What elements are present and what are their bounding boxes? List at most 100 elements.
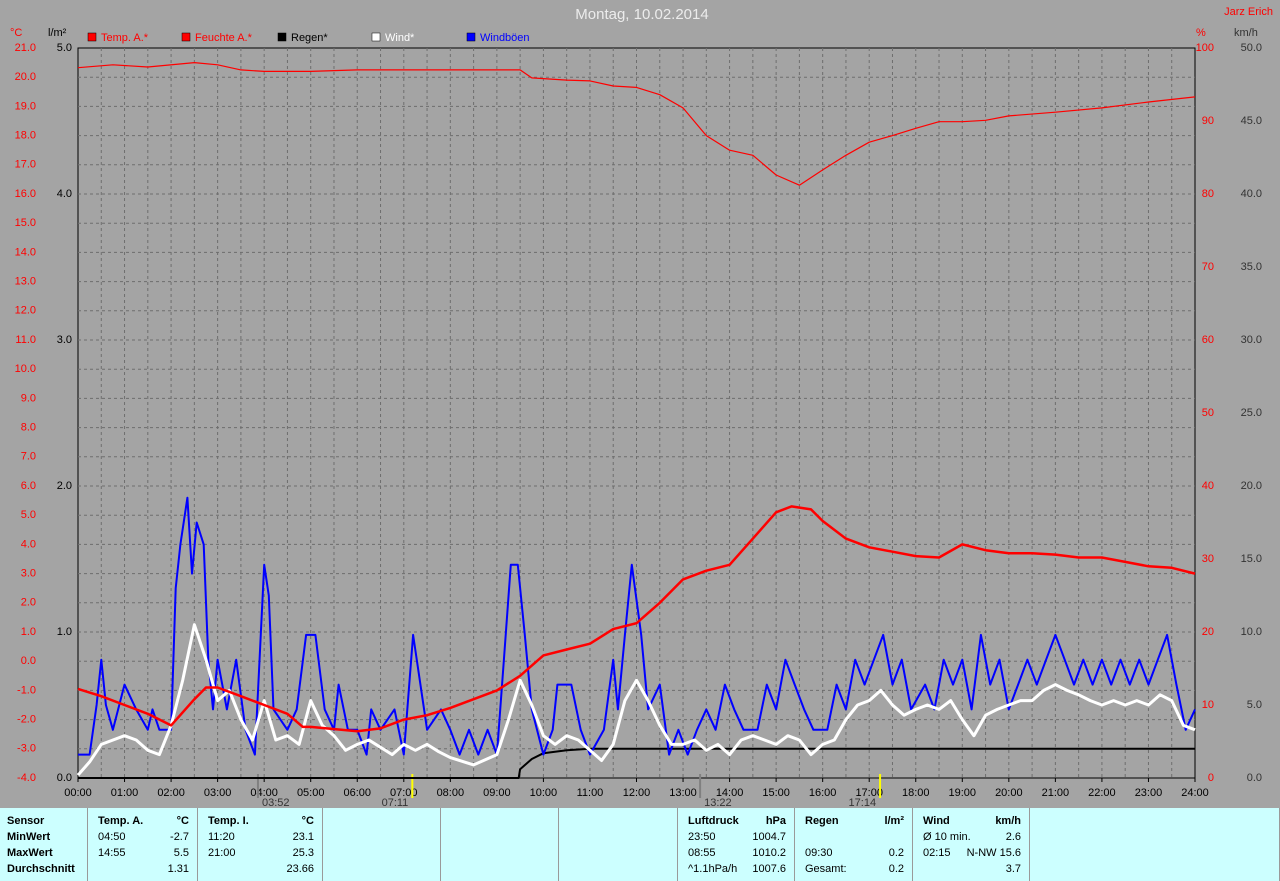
x-tick-label: 10:00 bbox=[530, 787, 558, 799]
yticks-label: 8.0 bbox=[21, 422, 36, 434]
table-cell: 04:50 bbox=[98, 831, 126, 843]
x-tick-label: 17:00 bbox=[855, 787, 883, 799]
x-tick-label: 16:00 bbox=[809, 787, 837, 799]
x-tick-label: 22:00 bbox=[1088, 787, 1116, 799]
table-cell: MaxWert bbox=[7, 847, 53, 859]
table-cell: Durchschnitt bbox=[7, 863, 75, 875]
yticks-label: 6.0 bbox=[21, 480, 36, 492]
x-tick-label: 01:00 bbox=[111, 787, 139, 799]
table-cell: 11:20 bbox=[208, 831, 235, 843]
yticks-label: 5.0 bbox=[21, 509, 36, 521]
y2ticks-label: 30 bbox=[1202, 553, 1214, 565]
table-cell: -2.7 bbox=[170, 831, 189, 843]
yticks-label: 16.0 bbox=[15, 188, 36, 200]
legend-swatch bbox=[181, 32, 191, 42]
stats-block: Wind km/h Ø 10 min. 2.6 02:15 N-NW 15.6 3.7 bbox=[913, 808, 1030, 881]
legend-label: Feuchte A.* bbox=[195, 32, 253, 44]
x-tick-label: 20:00 bbox=[995, 787, 1023, 799]
y2ticks-label: 20 bbox=[1202, 626, 1214, 638]
table-cell: 02:15 bbox=[923, 847, 951, 859]
yticks-label: 17.0 bbox=[15, 159, 36, 171]
table-header: Luftdruck bbox=[688, 815, 739, 827]
yticks-label: -4.0 bbox=[17, 772, 36, 784]
x-tick-label: 15:00 bbox=[762, 787, 790, 799]
table-cell: 1.31 bbox=[167, 863, 189, 875]
table-header: °C bbox=[301, 815, 314, 827]
y2ticks-label: 70 bbox=[1202, 261, 1214, 273]
x-tick-label: 13:00 bbox=[669, 787, 697, 799]
x-tick-label: 23:00 bbox=[1135, 787, 1163, 799]
table-cell: 0.2 bbox=[888, 863, 904, 875]
table-header: Sensor bbox=[7, 815, 45, 827]
y_wind_ticks-label: 25.0 bbox=[1241, 407, 1262, 419]
table-cell: 09:30 bbox=[805, 847, 833, 859]
y2ticks-label: 80 bbox=[1202, 188, 1214, 200]
yticks-label: -1.0 bbox=[17, 684, 36, 696]
table-header: Temp. I. bbox=[208, 815, 249, 827]
wind-unit: km/h bbox=[1234, 27, 1258, 39]
x-tick-label: 14:00 bbox=[716, 787, 744, 799]
yticks-label: 10.0 bbox=[15, 363, 36, 375]
yticks-label: 1.0 bbox=[21, 626, 36, 638]
y_rain_ticks-label: 0.0 bbox=[57, 772, 72, 784]
empty-block bbox=[1030, 808, 1280, 881]
table-cell: 0.2 bbox=[888, 847, 904, 859]
stats-block: Regen l/m² 09:30 0.2 Gesamt: 0.2 bbox=[795, 808, 913, 881]
y2ticks-label: 0 bbox=[1208, 772, 1214, 784]
x-tick-label: 03:00 bbox=[204, 787, 232, 799]
table-cell: Ø 10 min. bbox=[923, 831, 971, 843]
y-unit: °C bbox=[10, 27, 22, 39]
series-line bbox=[77, 505, 1196, 733]
table-cell: 23.66 bbox=[286, 863, 314, 875]
y_wind_ticks-label: 45.0 bbox=[1241, 115, 1262, 127]
table-header: °C bbox=[176, 815, 189, 827]
x-tick-label: 24:00 bbox=[1181, 787, 1209, 799]
time-marker-label: 13:22 bbox=[704, 797, 732, 808]
x-tick-label: 08:00 bbox=[437, 787, 465, 799]
legend-swatch bbox=[87, 32, 97, 42]
legend-label: Wind* bbox=[385, 32, 415, 44]
table-cell: 1007.6 bbox=[752, 863, 786, 875]
empty-block bbox=[441, 808, 559, 881]
y2ticks-label: 60 bbox=[1202, 334, 1214, 346]
table-header: Wind bbox=[923, 815, 950, 827]
x-tick-label: 11:00 bbox=[577, 787, 604, 799]
series-line bbox=[77, 62, 1196, 186]
x-tick-label: 07:00 bbox=[390, 787, 418, 799]
y2ticks-label: 50 bbox=[1202, 407, 1214, 419]
yticks-label: 7.0 bbox=[21, 451, 36, 463]
y_rain_ticks-label: 5.0 bbox=[57, 42, 72, 54]
stats-block: Temp. A. °C 04:50 -2.7 14:55 5.5 1.31 bbox=[88, 808, 198, 881]
series-line bbox=[78, 496, 1196, 756]
x-tick-label: 18:00 bbox=[902, 787, 930, 799]
table-cell: 1010.2 bbox=[752, 847, 786, 859]
table-cell: 25.3 bbox=[292, 847, 314, 859]
y_wind_ticks-label: 15.0 bbox=[1241, 553, 1262, 565]
table-cell: 5.5 bbox=[173, 847, 189, 859]
stats-block: Temp. I. °C 11:20 23.1 21:00 25.3 23.66 bbox=[198, 808, 323, 881]
table-cell: MinWert bbox=[7, 831, 51, 843]
y_wind_ticks-label: 40.0 bbox=[1241, 188, 1262, 200]
table-cell: Gesamt: bbox=[805, 863, 847, 875]
legend-label: Windböen bbox=[480, 32, 530, 44]
legend-swatch bbox=[466, 32, 476, 42]
x-tick-label: 05:00 bbox=[297, 787, 325, 799]
legend-swatch bbox=[371, 32, 381, 42]
y2-unit: % bbox=[1196, 27, 1206, 39]
y2ticks-label: 100 bbox=[1196, 42, 1214, 54]
table-header: l/m² bbox=[884, 815, 904, 827]
x-tick-label: 02:00 bbox=[157, 787, 185, 799]
table-cell: ^1.1hPa/h bbox=[688, 863, 738, 875]
legend-swatch bbox=[277, 32, 287, 42]
y2ticks-label: 10 bbox=[1202, 699, 1214, 711]
time-marker-label: 17:14 bbox=[849, 797, 877, 808]
yticks-label: 4.0 bbox=[21, 538, 36, 550]
table-header: Regen bbox=[805, 815, 839, 827]
x-tick-label: 12:00 bbox=[623, 787, 651, 799]
empty-block bbox=[323, 808, 441, 881]
table-header: hPa bbox=[765, 815, 786, 827]
stats-table: Sensor MinWert MaxWert Durchschnitt Temp. A.… bbox=[0, 808, 1280, 881]
table-cell: 08:55 bbox=[688, 847, 716, 859]
y_wind_ticks-label: 50.0 bbox=[1241, 42, 1262, 54]
